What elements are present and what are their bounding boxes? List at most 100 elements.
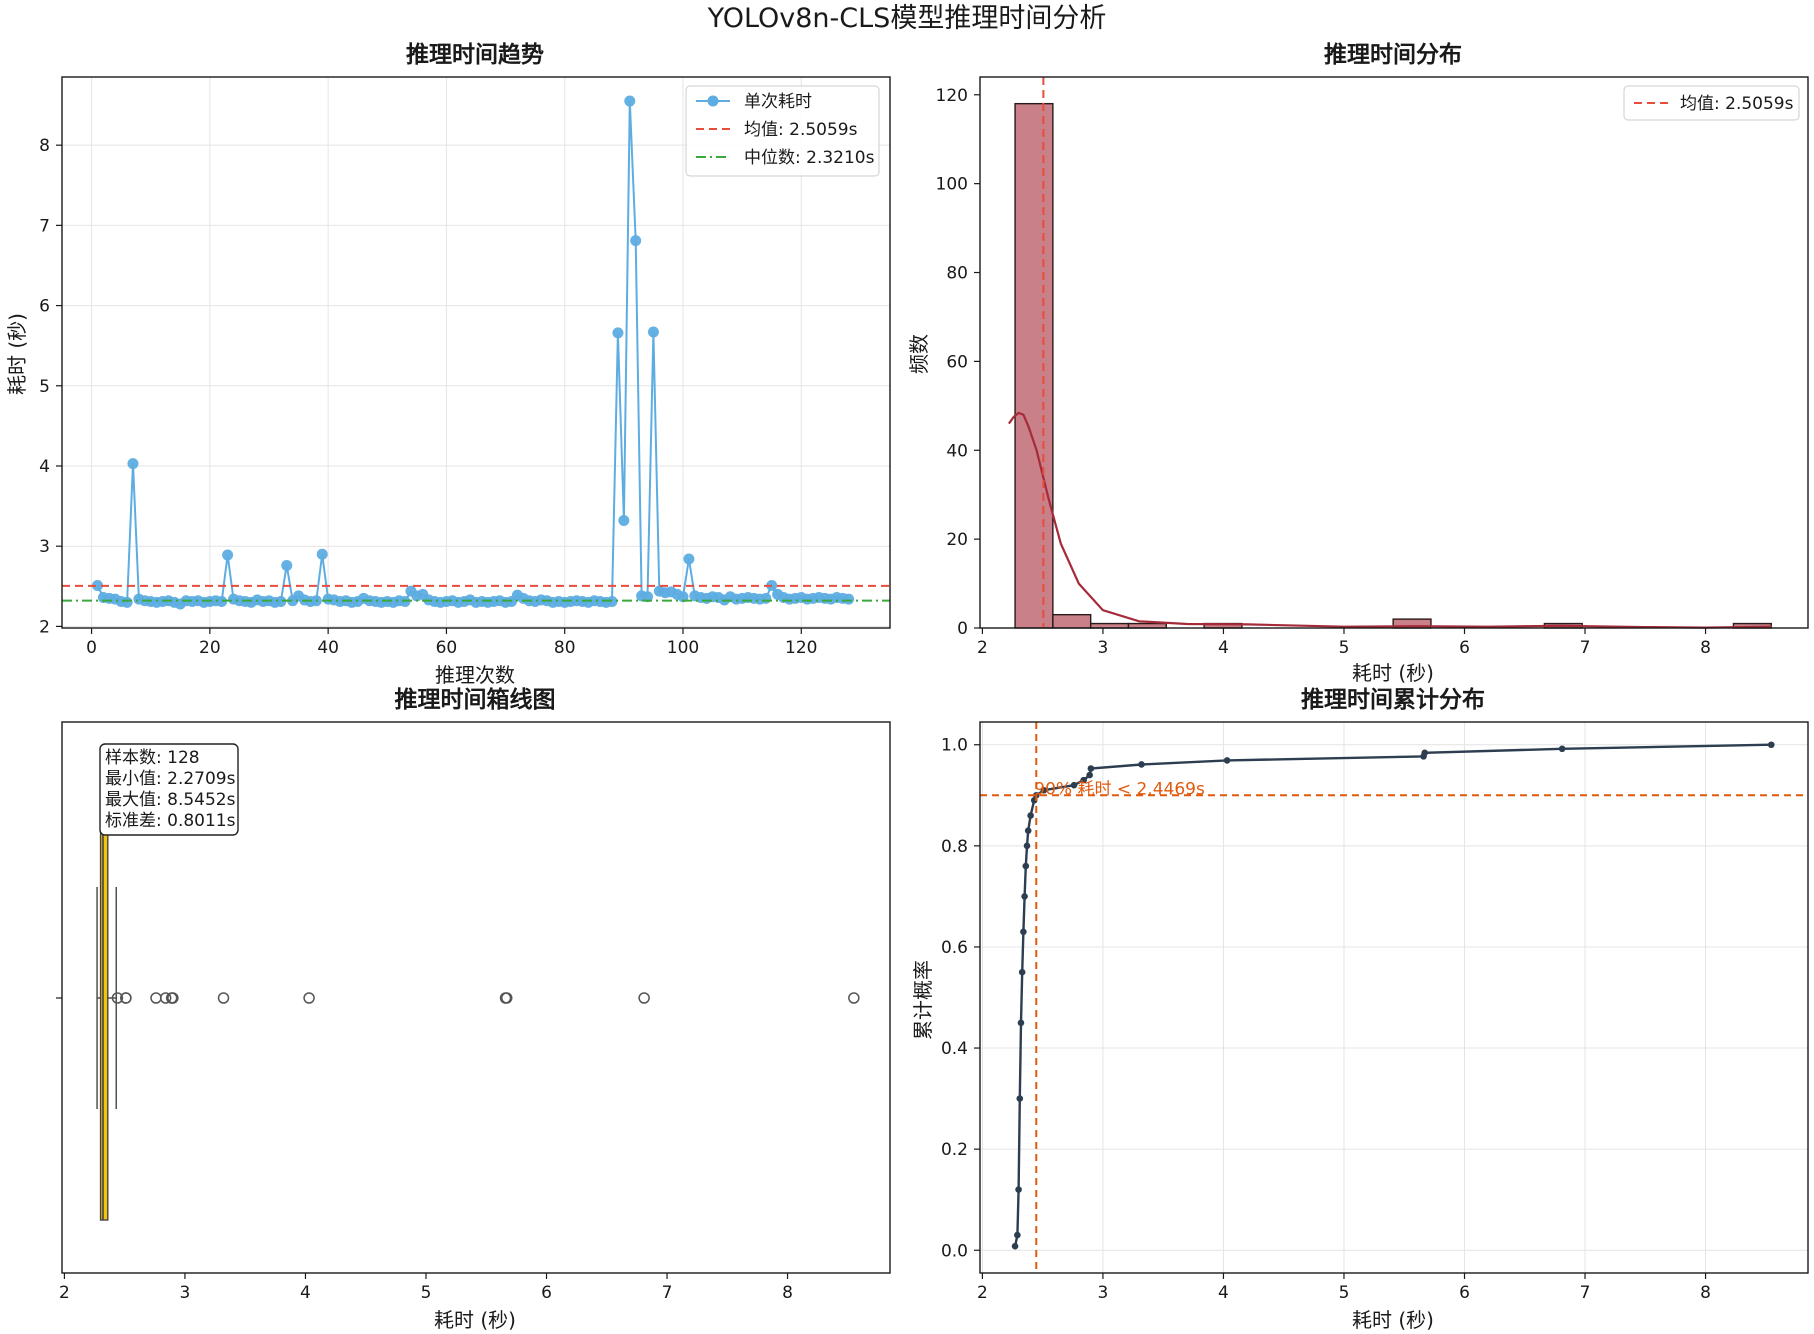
y-tick-label: 7 [39, 216, 50, 236]
cdf-chart-xlabel: 耗时 (秒) [1352, 1308, 1434, 1332]
plot-frame [979, 76, 1809, 629]
y-tick-label: 0.6 [941, 938, 968, 958]
x-tick-label: 4 [1218, 1283, 1229, 1303]
y-tick-label: 60 [946, 352, 968, 372]
y-tick-label: 3 [39, 537, 50, 557]
x-tick-label: 120 [785, 638, 817, 658]
trend-data-point [612, 327, 624, 339]
outlier-point [303, 992, 315, 1004]
outlier-point [638, 992, 650, 1004]
outlier-point [120, 992, 132, 1004]
x-tick-label: 2 [977, 1283, 988, 1303]
plot-frame [61, 76, 891, 629]
trend-data-point [677, 591, 689, 603]
boxplot-chart-xlabel: 耗时 (秒) [434, 1308, 516, 1332]
x-tick-label: 5 [1339, 638, 1350, 658]
y-tick-label: 100 [936, 175, 968, 195]
trend-data-point [281, 559, 293, 571]
x-tick-label: 0 [86, 638, 97, 658]
trend-chart-title: 推理时间趋势 [406, 42, 544, 68]
y-tick-label: 20 [946, 530, 968, 550]
trend-data-point [843, 593, 855, 605]
x-tick-label: 8 [1700, 638, 1711, 658]
trend-data-point [121, 596, 133, 608]
trend-data-point [606, 596, 618, 608]
legend-box [1623, 85, 1800, 121]
x-tick-label: 8 [1700, 1283, 1711, 1303]
stats-box-frame [99, 743, 239, 836]
x-tick-label: 6 [1459, 638, 1470, 658]
y-tick-label: 5 [39, 377, 50, 397]
stats-line: 样本数: 128 [105, 748, 200, 768]
trend-data-point [647, 326, 659, 338]
cdf-point [1040, 786, 1048, 794]
x-tick-label: 2 [59, 1283, 70, 1303]
x-tick-label: 6 [541, 1283, 552, 1303]
x-tick-label: 4 [1218, 638, 1229, 658]
y-tick-label: 40 [946, 441, 968, 461]
x-tick-label: 20 [199, 638, 221, 658]
y-tick-label: 0.4 [941, 1039, 968, 1059]
x-tick-label: 80 [554, 638, 576, 658]
cdf-point [1086, 771, 1093, 779]
cdf-point [1015, 1186, 1022, 1193]
trend-data-point [618, 515, 630, 527]
x-tick-label: 7 [1580, 638, 1591, 658]
y-tick-label: 6 [39, 297, 50, 317]
stats-line: 最小值: 2.2709s [105, 769, 236, 789]
x-tick-label: 7 [662, 1283, 673, 1303]
cdf-point [1421, 749, 1429, 757]
histogram-bar [1014, 102, 1054, 629]
cdf-point [1558, 745, 1566, 753]
outlier-point [111, 992, 124, 1004]
x-tick-label: 3 [1098, 1283, 1109, 1303]
y-tick-label: 2 [39, 617, 50, 637]
outlier-point [217, 992, 230, 1004]
x-tick-label: 2 [977, 638, 988, 658]
trend-data-point [316, 548, 328, 560]
distribution-legend: 均值: 2.5059s [1623, 85, 1800, 121]
kde-curve [1008, 411, 1772, 629]
y-tick-label: 0 [957, 619, 968, 639]
outlier-point [150, 992, 162, 1004]
outlier-point [159, 992, 172, 1004]
box-iqr [99, 775, 109, 1221]
cdf-chart: 推理时间累计分布 耗时 (秒) 累计概率 2 3 4 5 6 7 8 0.0 0.2 0.4 0.6… [911, 686, 1809, 1332]
cdf-point [1027, 812, 1034, 819]
stats-line: 标准差: 0.8011s [105, 811, 236, 831]
x-tick-label: 5 [421, 1283, 432, 1303]
plot-frame [61, 721, 891, 1274]
outlier-point [848, 992, 860, 1004]
distribution-chart-title: 推理时间分布 [1324, 41, 1462, 68]
x-tick-label: 40 [317, 638, 339, 658]
cdf-point [1014, 1231, 1021, 1239]
legend-box [685, 85, 880, 177]
trend-chart-ylabel: 耗时 (秒) [5, 313, 29, 395]
cdf-point [1022, 862, 1030, 870]
p90-annotation: 90% 耗时 < 2.4469s [1034, 779, 1205, 799]
cdf-point [1021, 893, 1028, 900]
legend-label: 中位数: 2.3210s [744, 148, 875, 168]
legend-label: 均值: 2.5059s [744, 120, 858, 140]
cdf-point [1138, 761, 1145, 768]
cdf-chart-ylabel: 累计概率 [911, 960, 935, 1040]
histogram-bar [1052, 613, 1092, 629]
x-tick-label: 7 [1580, 1283, 1591, 1303]
trend-data-point [630, 235, 642, 247]
plot-frame [979, 721, 1809, 1274]
cdf-point [1223, 757, 1231, 764]
x-tick-label: 100 [667, 638, 699, 658]
y-tick-label: 0.2 [941, 1140, 968, 1160]
y-tick-label: 1.0 [941, 736, 968, 756]
cdf-point [1767, 741, 1775, 749]
cdf-chart-title: 推理时间累计分布 [1301, 686, 1485, 713]
x-tick-label: 4 [300, 1283, 311, 1303]
trend-data-point [642, 591, 654, 603]
cdf-point [1087, 765, 1095, 772]
distribution-chart-ylabel: 频数 [907, 334, 931, 374]
cdf-point [1017, 1019, 1025, 1027]
trend-data-point [91, 579, 103, 591]
cdf-point [1080, 776, 1087, 784]
trend-data-point [216, 596, 228, 608]
y-tick-label: 80 [946, 264, 968, 284]
